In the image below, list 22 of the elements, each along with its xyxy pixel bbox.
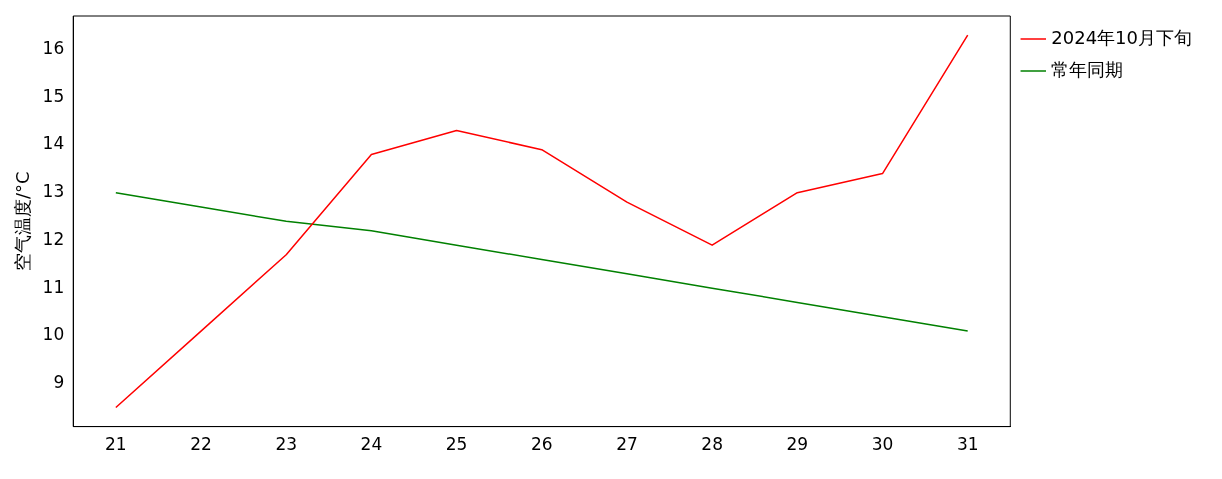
x-tick-label: 31 bbox=[956, 434, 979, 455]
x-tick-label: 22 bbox=[190, 434, 212, 455]
y-tick-label: 16 bbox=[42, 37, 65, 58]
y-tick-label: 13 bbox=[42, 181, 65, 202]
x-tick-label: 21 bbox=[105, 434, 127, 455]
x-tick-label: 27 bbox=[616, 434, 638, 455]
x-tick-label: 30 bbox=[871, 434, 894, 455]
x-tick-label: 24 bbox=[360, 434, 383, 455]
x-tick-label: 25 bbox=[445, 434, 468, 455]
legend-label: 2024年10月下旬 bbox=[1051, 26, 1193, 48]
y-tick-label: 14 bbox=[42, 133, 65, 154]
y-tick-label: 12 bbox=[42, 228, 65, 249]
y-tick-label: 10 bbox=[42, 324, 65, 345]
legend-label: 常年同期 bbox=[1051, 58, 1124, 80]
x-tick-label: 29 bbox=[786, 434, 809, 455]
x-tick-label: 26 bbox=[530, 434, 553, 455]
x-tick-label: 23 bbox=[275, 434, 298, 455]
y-tick-label: 11 bbox=[42, 276, 65, 297]
y-axis-title: 空气温度/°C bbox=[12, 171, 34, 272]
x-tick-label: 28 bbox=[701, 434, 723, 455]
y-tick-label: 15 bbox=[42, 85, 65, 106]
y-tick-label: 9 bbox=[53, 372, 65, 393]
